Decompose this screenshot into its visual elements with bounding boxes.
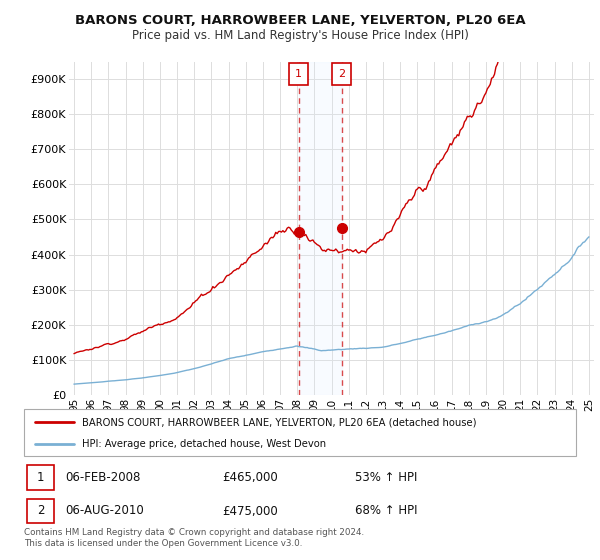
FancyBboxPatch shape [27,465,55,489]
Text: 1: 1 [295,69,302,79]
FancyBboxPatch shape [24,409,576,456]
Text: 53% ↑ HPI: 53% ↑ HPI [355,471,418,484]
Text: 1: 1 [37,471,44,484]
Text: BARONS COURT, HARROWBEER LANE, YELVERTON, PL20 6EA: BARONS COURT, HARROWBEER LANE, YELVERTON… [74,14,526,27]
Text: 2: 2 [338,69,345,79]
Text: 06-AUG-2010: 06-AUG-2010 [65,505,144,517]
FancyBboxPatch shape [27,499,55,523]
Text: 06-FEB-2008: 06-FEB-2008 [65,471,141,484]
FancyBboxPatch shape [289,63,308,85]
Text: BARONS COURT, HARROWBEER LANE, YELVERTON, PL20 6EA (detached house): BARONS COURT, HARROWBEER LANE, YELVERTON… [82,418,476,428]
FancyBboxPatch shape [332,63,351,85]
Text: £475,000: £475,000 [223,505,278,517]
Text: 2: 2 [37,505,44,517]
Text: 68% ↑ HPI: 68% ↑ HPI [355,505,418,517]
Text: Price paid vs. HM Land Registry's House Price Index (HPI): Price paid vs. HM Land Registry's House … [131,29,469,42]
Text: Contains HM Land Registry data © Crown copyright and database right 2024.
This d: Contains HM Land Registry data © Crown c… [24,528,364,548]
Text: £465,000: £465,000 [223,471,278,484]
Text: HPI: Average price, detached house, West Devon: HPI: Average price, detached house, West… [82,439,326,449]
Bar [299,62,341,395]
